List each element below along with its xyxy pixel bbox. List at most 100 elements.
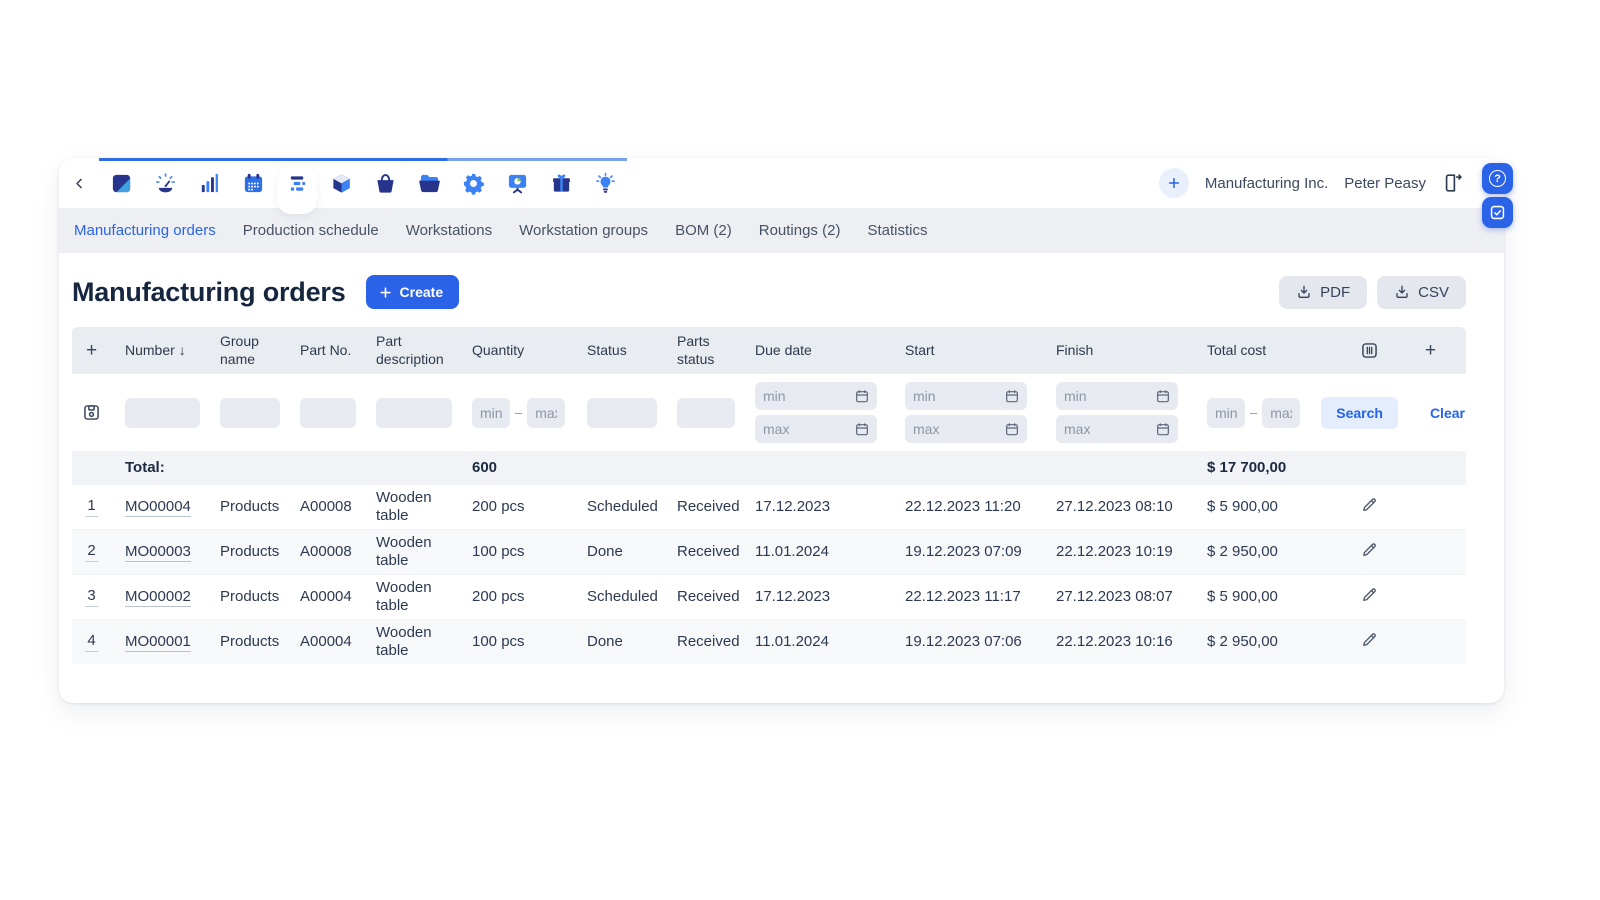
statistics-icon[interactable] [187,158,231,208]
column-settings-button[interactable] [1359,340,1380,361]
edit-button[interactable] [1360,540,1379,559]
edit-button[interactable] [1360,585,1379,604]
col-header-parts-status[interactable]: Parts status [668,327,746,374]
tab-production-schedule[interactable]: Production schedule [242,222,379,239]
col-header-group-name[interactable]: Group name [211,327,291,374]
filter-start-max-input[interactable] [905,415,1027,443]
col-header-quantity[interactable]: Quantity [463,327,578,374]
collapse-menu-button[interactable] [59,158,99,208]
user-name[interactable]: Peter Peasy [1344,174,1426,192]
filter-total-cost-min-input[interactable] [1207,397,1245,428]
add-filter-button[interactable]: + [85,339,98,361]
tab-manufacturing-orders[interactable]: Manufacturing orders [74,222,216,239]
cell-part-description: Wooden table [367,573,463,619]
demo-icon[interactable] [495,158,539,208]
tips-icon[interactable] [583,158,627,208]
filter-finish-min-input[interactable] [1056,382,1178,410]
filter-start-min-input[interactable] [905,382,1027,410]
save-filter-button[interactable] [81,402,102,423]
tab-routings[interactable]: Routings (2) [758,222,841,239]
cell-part-no: A00008 [291,483,367,529]
cell-start: 19.12.2023 07:06 [896,618,1047,664]
order-number-link[interactable]: MO00004 [125,497,191,517]
col-header-start[interactable]: Start [896,327,1047,374]
cell-due-date: 17.12.2023 [746,573,896,619]
cell-part-no: A00008 [291,528,367,574]
tab-workstations[interactable]: Workstations [405,222,493,239]
cell-group: Products [211,618,291,664]
col-header-total-cost[interactable]: Total cost [1198,327,1334,374]
col-header-part-no[interactable]: Part No. [291,327,367,374]
rewards-icon[interactable] [539,158,583,208]
order-number-link[interactable]: MO00002 [125,587,191,607]
clear-button[interactable]: Clear [1429,404,1465,421]
tab-bom[interactable]: BOM (2) [675,222,732,239]
total-label: Total: [116,451,211,484]
tasks-button[interactable] [1482,197,1513,228]
add-column-button[interactable]: + [1424,339,1437,361]
cell-due-date: 17.12.2023 [746,483,896,529]
main-content: Manufacturing orders Create PDF CSV [59,275,1504,684]
table-row: 4 MO00001 Products A00004 Wooden table 100 pc… [72,618,1466,664]
cell-finish: 27.12.2023 08:10 [1047,483,1198,529]
cell-parts-status: Received [668,483,746,529]
filter-total-cost-max-input[interactable] [1262,397,1301,428]
logout-button[interactable] [1442,172,1464,194]
create-button[interactable]: Create [365,275,460,309]
col-header-status[interactable]: Status [578,327,668,374]
filter-parts-status-input[interactable] [677,397,735,428]
col-header-due-date[interactable]: Due date [746,327,896,374]
plus-icon [379,286,391,298]
edit-button[interactable] [1360,630,1379,649]
cell-part-description: Wooden table [367,618,463,664]
company-name[interactable]: Manufacturing Inc. [1204,174,1329,192]
filter-group-name-input[interactable] [220,397,280,428]
export-pdf-button[interactable]: PDF [1279,275,1368,309]
plus-icon [1168,177,1180,189]
col-header-finish[interactable]: Finish [1047,327,1198,374]
cell-group: Products [211,573,291,619]
col-header-number[interactable]: Number ↓ [116,327,211,374]
sort-desc-icon[interactable]: ↓ [178,341,186,358]
filter-due-date-min-input[interactable] [755,382,877,410]
topbar-right: Manufacturing Inc. Peter Peasy [1158,168,1490,198]
row-number: 2 [85,542,98,562]
csv-label: CSV [1418,283,1449,301]
dashboard-gauge-icon[interactable] [143,158,187,208]
documents-icon[interactable] [407,158,451,208]
filter-part-no-input[interactable] [300,397,356,428]
help-button[interactable]: ? [1482,163,1513,194]
help-icon: ? [1489,170,1506,187]
filter-part-description-input[interactable] [376,397,452,428]
title-row: Manufacturing orders Create PDF CSV [72,275,1466,309]
production-planning-icon[interactable] [275,158,319,214]
cell-start: 22.12.2023 11:20 [896,483,1047,529]
table-row: 1 MO00004 Products A00008 Wooden table 200 pc… [72,483,1466,529]
edit-button[interactable] [1360,495,1379,514]
calendar-icon[interactable] [231,158,275,208]
col-header-part-description[interactable]: Part description [367,327,463,374]
export-csv-button[interactable]: CSV [1377,275,1466,309]
quick-add-button[interactable] [1158,168,1189,198]
row-number: 1 [85,497,98,517]
tab-workstation-groups[interactable]: Workstation groups [519,222,649,239]
filter-due-date-max-input[interactable] [755,415,877,443]
filter-number-input[interactable] [125,397,200,428]
pencil-icon [1362,632,1376,646]
logout-icon [1445,174,1462,192]
procurement-icon[interactable] [363,158,407,208]
tab-statistics[interactable]: Statistics [867,222,928,239]
filter-quantity-min-input[interactable] [472,397,510,428]
filter-quantity-max-input[interactable] [527,397,566,428]
order-number-link[interactable]: MO00003 [125,542,191,562]
order-number-link[interactable]: MO00001 [125,632,191,652]
total-row: Total: 600 $ 17 700,00 [72,451,1466,484]
logo-icon[interactable] [99,158,143,208]
cell-finish: 22.12.2023 10:16 [1047,618,1198,664]
filter-finish-max-input[interactable] [1056,415,1178,443]
search-button[interactable]: Search [1321,396,1398,429]
download-icon [1298,285,1310,298]
stock-icon[interactable] [319,158,363,208]
filter-status-input[interactable] [587,397,657,428]
settings-icon[interactable] [451,158,495,208]
